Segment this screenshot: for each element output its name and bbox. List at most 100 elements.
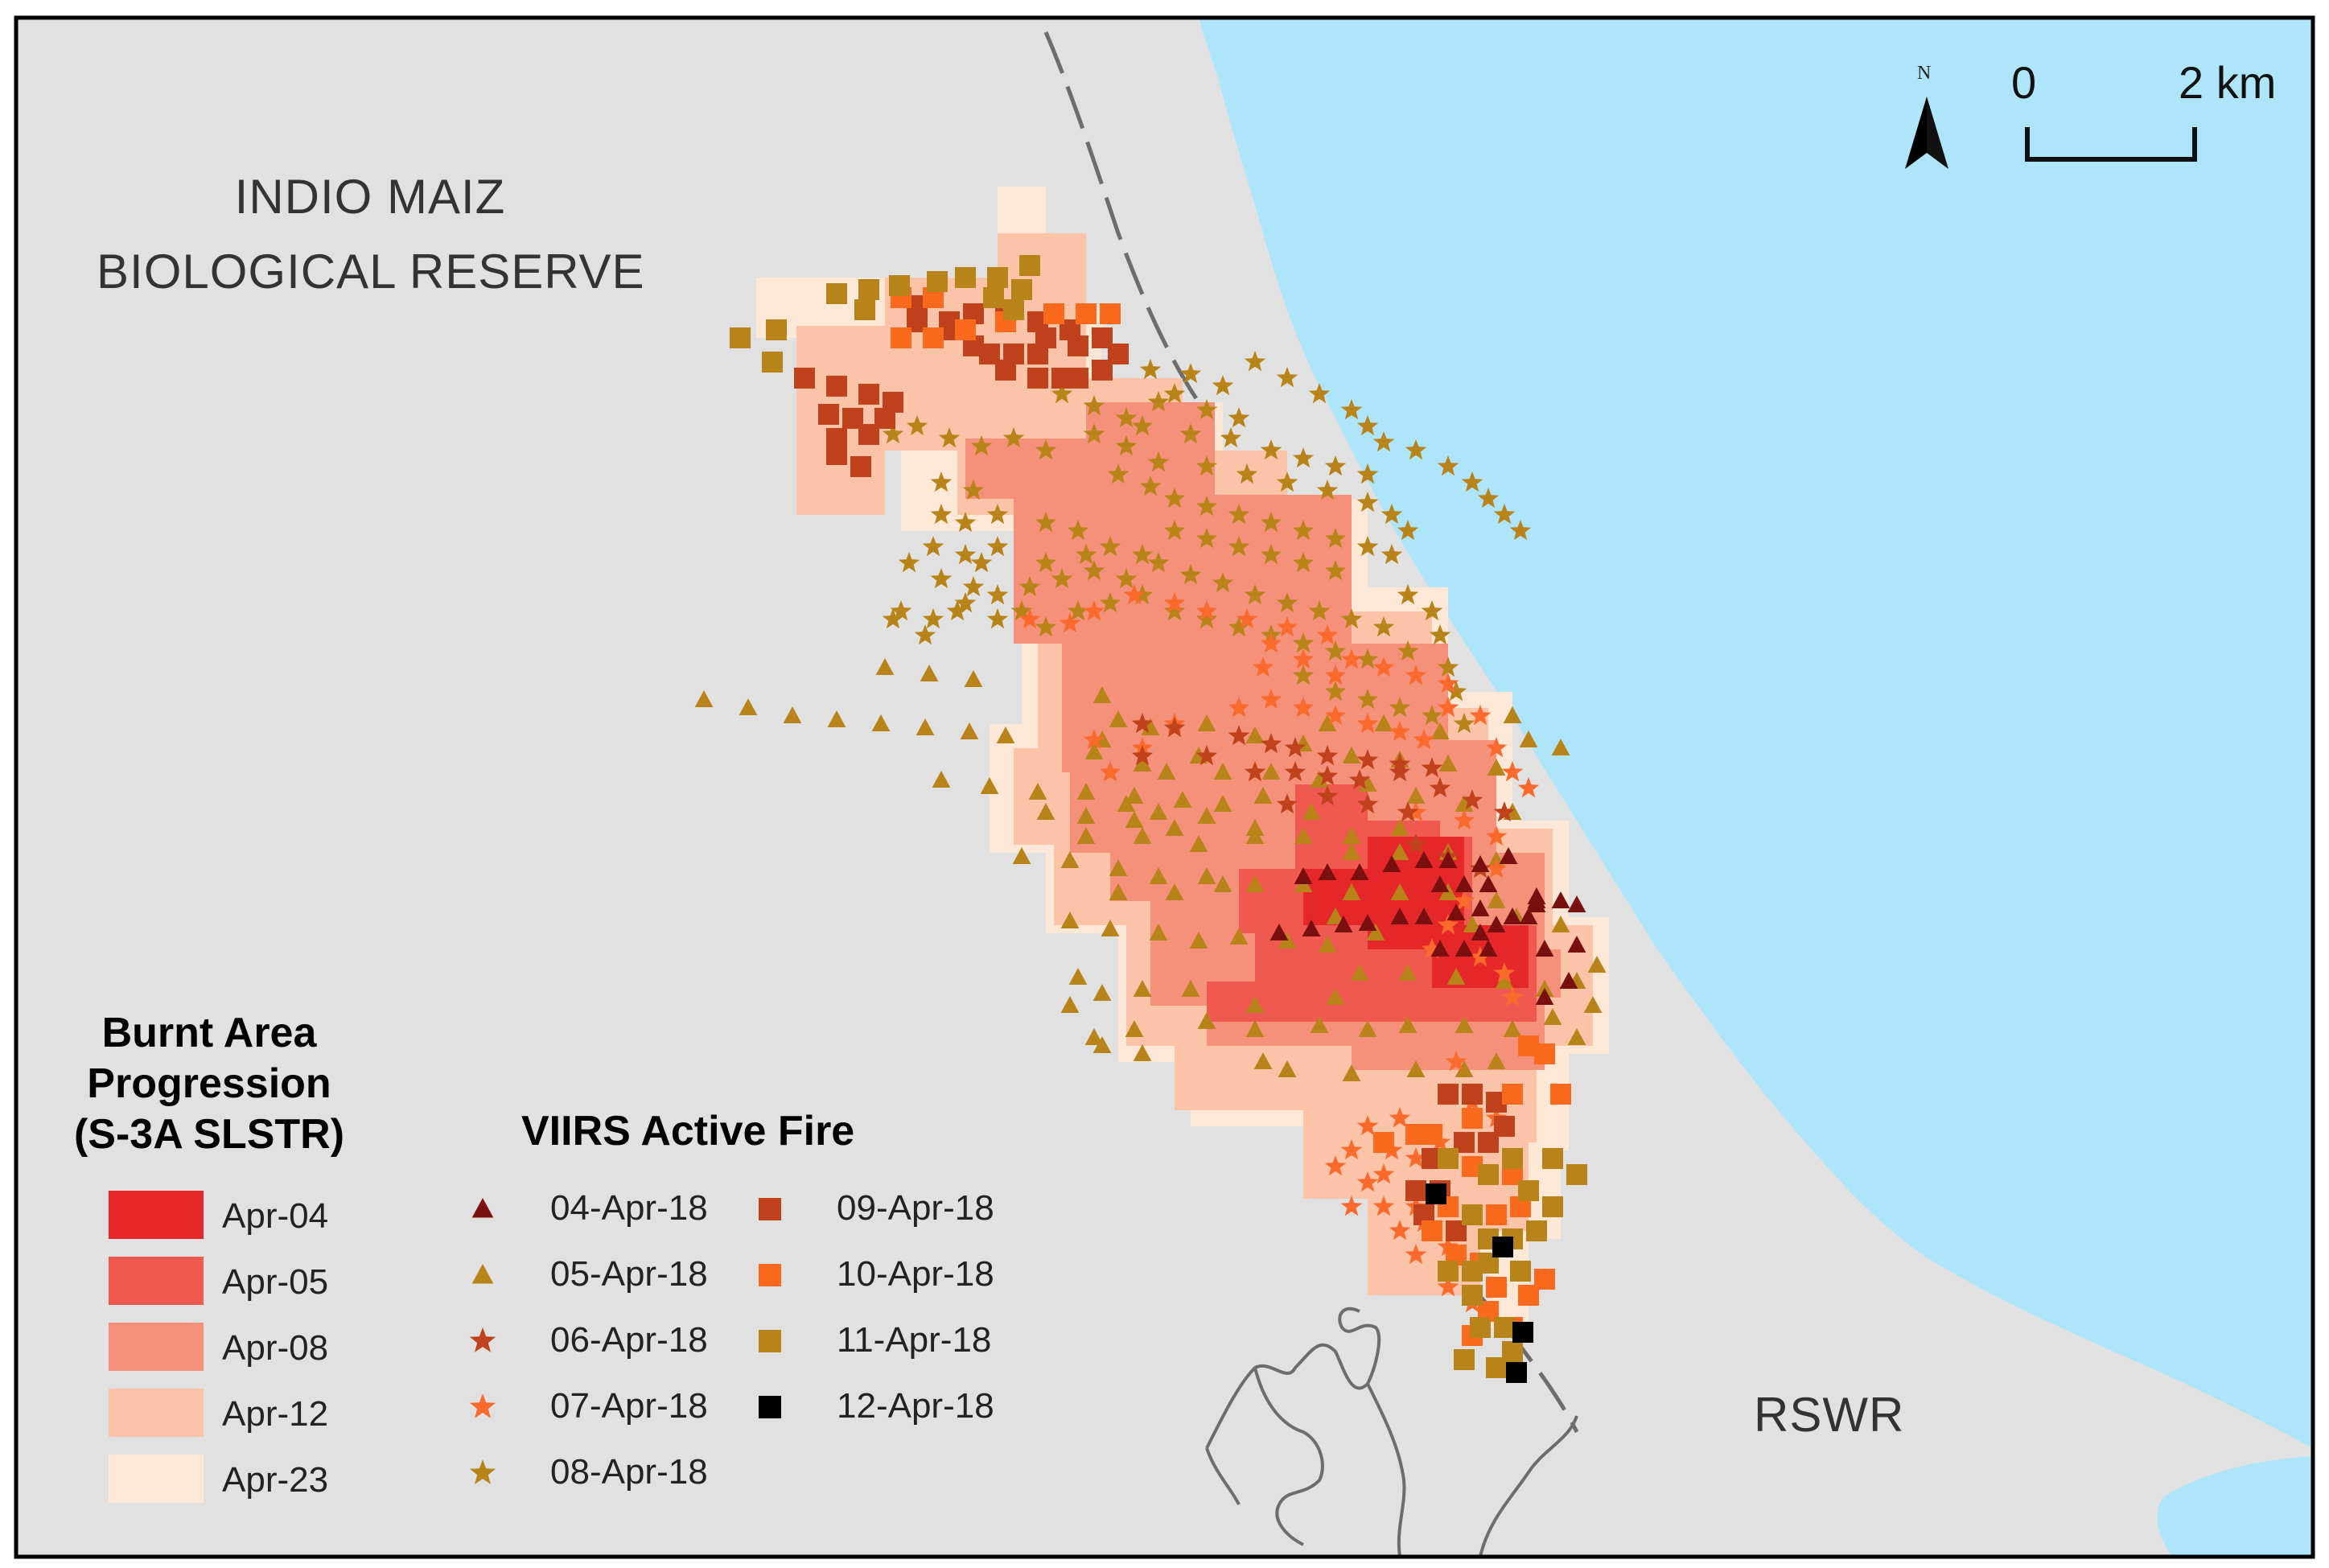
fire-detection-square [1027, 368, 1048, 389]
fire-detection-triangle [1374, 714, 1393, 731]
fire-detection-square [1462, 1261, 1483, 1282]
fire-detection-square [766, 319, 787, 340]
fire-detection-star [1324, 665, 1347, 685]
fire-detection-star [1381, 544, 1403, 565]
fire-detection-star [1405, 1147, 1427, 1168]
fire-detection-triangle [1253, 787, 1273, 804]
fire-detection-square [1542, 1148, 1563, 1169]
fire-detection-star [1244, 584, 1266, 605]
fire-detection-triangle [827, 710, 846, 727]
fire-detection-triangle [916, 718, 935, 735]
fire-detection-star [1276, 367, 1298, 388]
fire-detection-star [1453, 809, 1475, 830]
fire-detection-square [826, 283, 847, 304]
north-arrow-icon [1905, 97, 1948, 169]
fire-detection-star [1179, 423, 1202, 444]
fire-detection-star [1324, 705, 1347, 726]
fire-detection-star [1405, 665, 1427, 685]
fire-legend-label-9: 12-Apr-18 [837, 1386, 994, 1426]
fire-detection-square [874, 408, 895, 429]
fire-detection-square [983, 287, 1004, 308]
fire-detection-triangle [875, 658, 895, 675]
fire-detection-star [922, 608, 944, 629]
fire-legend-label-8: 11-Apr-18 [837, 1320, 992, 1360]
fire-detection-triangle [1567, 936, 1586, 953]
fire-detection-square [826, 376, 847, 397]
fire-detection-square [1478, 1164, 1499, 1185]
fire-detection-square [826, 444, 847, 465]
fire-detection-triangle [1455, 940, 1474, 957]
fire-detection-star [1276, 471, 1298, 492]
fire-detection-star [986, 536, 1009, 557]
fire-detection-star [1099, 761, 1121, 782]
fire-detection-triangle [1358, 914, 1377, 931]
fire-detection-star [1083, 729, 1105, 750]
fire-detection-triangle [1092, 984, 1112, 1001]
fire-detection-star [1389, 1220, 1411, 1241]
fire-detection-star [1083, 423, 1105, 444]
fire-detection-triangle [1455, 875, 1474, 892]
fire-detection-square [1438, 1148, 1459, 1169]
burnt-legend-swatch [109, 1389, 204, 1437]
fire-detection-star [1509, 520, 1532, 541]
fire-legend-title: VIIRS Active Fire [521, 1108, 855, 1154]
fire-detection-triangle [1125, 811, 1144, 828]
fire-detection-star [922, 536, 944, 557]
fire-detection-square [1027, 344, 1048, 364]
burnt-legend-swatch [109, 1455, 204, 1503]
fire-detection-triangle [1060, 912, 1080, 928]
lagoon-shoreline [1205, 1307, 1578, 1558]
fire-detection-star [1389, 761, 1411, 782]
fire-detection-star [938, 427, 961, 448]
fire-detection-star [1163, 717, 1186, 738]
fire-detection-triangle [1471, 899, 1490, 916]
fire-detection-triangle [980, 777, 999, 794]
fire-detection-triangle [996, 726, 1015, 743]
sea-area [1199, 18, 2313, 1448]
fire-detection-square [1405, 1124, 1426, 1145]
fire-detection-triangle [1109, 859, 1128, 876]
fire-detection-star [1421, 705, 1443, 726]
fire-detection-square [854, 299, 875, 320]
burnt-legend-title-line1: Burnt Area [101, 1010, 317, 1056]
fire-detection-square [891, 327, 911, 348]
fire-detection-triangle [783, 706, 802, 723]
fire-detection-star [1445, 681, 1467, 702]
fire-legend-symbols [469, 1198, 781, 1484]
fire-detection-star [1292, 665, 1315, 685]
fire-detection-triangle [1245, 875, 1265, 892]
fire-detection-star [1356, 536, 1379, 557]
fire-detection-star [1397, 640, 1419, 661]
fire-detection-square [1502, 1084, 1523, 1105]
fire-detection-star [1228, 536, 1250, 557]
fire-detection-square [759, 1264, 781, 1286]
fire-detection-square [762, 352, 783, 372]
fire-detection-star [1453, 713, 1475, 734]
fire-detection-triangle [1406, 787, 1426, 804]
fire-detection-triangle [1342, 883, 1361, 900]
fire-legend-label-5: 08-Apr-18 [550, 1452, 708, 1492]
fire-detection-star [1445, 1051, 1467, 1072]
fire-detection-square [1405, 1180, 1426, 1201]
fire-detection-triangle [1109, 710, 1128, 727]
fire-detection-star [1413, 729, 1435, 750]
fire-detection-star [1260, 689, 1282, 710]
fire-detection-triangle [1551, 916, 1570, 932]
burnt-legend-swatch [109, 1191, 204, 1239]
fire-detection-triangle [1302, 920, 1321, 936]
fire-detection-triangle [1366, 924, 1385, 940]
fire-detection-star [1485, 825, 1508, 846]
fire-detection-square [1566, 1164, 1587, 1185]
fire-detection-star [986, 584, 1009, 605]
fire-detection-star [1099, 592, 1121, 613]
fire-detection-star [1316, 479, 1339, 500]
fire-detection-triangle [1310, 771, 1329, 788]
fire-detection-triangle [1294, 867, 1313, 884]
fire-detection-star [1051, 568, 1073, 589]
fire-detection-triangle [1133, 980, 1152, 997]
fire-detection-triangle [1092, 686, 1112, 703]
fire-detection-triangle [1446, 903, 1466, 920]
fire-detection-star [1123, 584, 1146, 605]
fire-detection-triangle [1213, 763, 1232, 780]
rswr-label: RSWR [1754, 1388, 1905, 1442]
